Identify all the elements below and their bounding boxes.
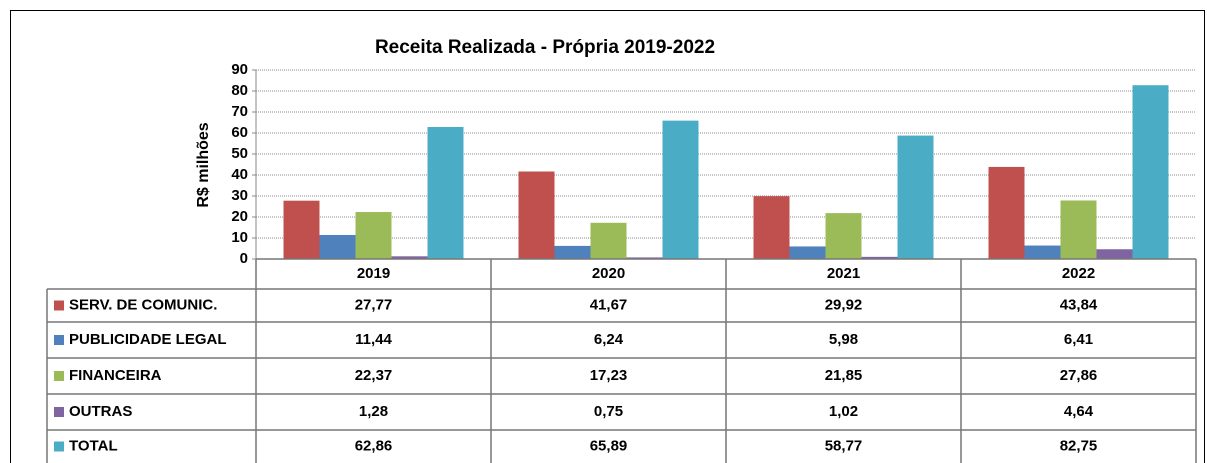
table-value: 4,64 xyxy=(1064,403,1094,420)
y-tick-label: 60 xyxy=(231,124,248,141)
table-value: 0,75 xyxy=(594,403,623,420)
table-value: 11,44 xyxy=(355,331,392,348)
table-value: 1,02 xyxy=(829,403,858,420)
legend-swatch xyxy=(54,407,64,417)
bar xyxy=(988,166,1025,259)
y-tick-label: 20 xyxy=(231,208,248,225)
bar xyxy=(662,120,699,259)
legend-label: TOTAL xyxy=(69,437,118,454)
bar xyxy=(897,135,934,259)
table-value: 65,89 xyxy=(590,437,628,454)
legend-swatch xyxy=(54,441,64,452)
table-value: 1,28 xyxy=(359,403,388,420)
bar xyxy=(861,256,898,259)
legend-label: SERV. DE COMUNIC. xyxy=(69,296,217,313)
bar xyxy=(427,126,464,259)
bar xyxy=(554,245,591,259)
x-tick-label: 2021 xyxy=(827,265,860,282)
bar xyxy=(753,196,790,259)
legend-swatch xyxy=(54,300,64,311)
legend-swatch xyxy=(54,371,64,381)
x-tick-label: 2019 xyxy=(357,265,390,282)
table-value: 6,24 xyxy=(594,331,624,348)
chart-border xyxy=(10,10,1205,463)
table-value: 82,75 xyxy=(1060,437,1098,454)
y-tick-label: 90 xyxy=(231,61,248,78)
table-value: 17,23 xyxy=(590,367,628,384)
y-tick-label: 30 xyxy=(231,187,248,204)
table-value: 27,86 xyxy=(1060,367,1098,384)
y-tick-label: 0 xyxy=(240,250,248,267)
y-tick-label: 70 xyxy=(231,103,248,120)
table-value: 41,67 xyxy=(590,296,628,313)
legend-label: PUBLICIDADE LEGAL xyxy=(69,331,227,348)
y-tick-label: 10 xyxy=(231,229,248,246)
bar xyxy=(626,257,663,259)
table-value: 5,98 xyxy=(829,331,858,348)
bar xyxy=(391,256,428,259)
bar xyxy=(1024,245,1061,259)
x-tick-label: 2020 xyxy=(592,265,625,282)
bar xyxy=(825,213,862,259)
x-tick-label: 2022 xyxy=(1062,265,1095,282)
y-axis-label: R$ milhões xyxy=(195,122,212,207)
chart-title: Receita Realizada - Própria 2019-2022 xyxy=(375,37,715,58)
table-value: 6,41 xyxy=(1064,331,1093,348)
y-tick-label: 40 xyxy=(231,166,248,183)
bar xyxy=(319,234,356,259)
bar xyxy=(590,222,627,259)
legend-swatch xyxy=(54,335,64,345)
y-tick-label: 80 xyxy=(231,82,248,99)
bar xyxy=(518,171,555,259)
table-value: 22,37 xyxy=(355,367,393,384)
table-value: 58,77 xyxy=(825,437,863,454)
bar xyxy=(789,246,826,259)
table-value: 27,77 xyxy=(355,296,393,313)
bar xyxy=(1060,200,1097,259)
bar xyxy=(1132,85,1169,259)
bar xyxy=(355,212,392,259)
legend-label: FINANCEIRA xyxy=(69,367,162,384)
legend-label: OUTRAS xyxy=(69,403,132,420)
table-value: 29,92 xyxy=(825,296,863,313)
bar xyxy=(283,200,320,259)
bar xyxy=(1096,249,1133,259)
table-value: 62,86 xyxy=(355,437,393,454)
table-value: 43,84 xyxy=(1060,296,1098,313)
table-value: 21,85 xyxy=(825,367,863,384)
y-tick-label: 50 xyxy=(231,145,248,162)
